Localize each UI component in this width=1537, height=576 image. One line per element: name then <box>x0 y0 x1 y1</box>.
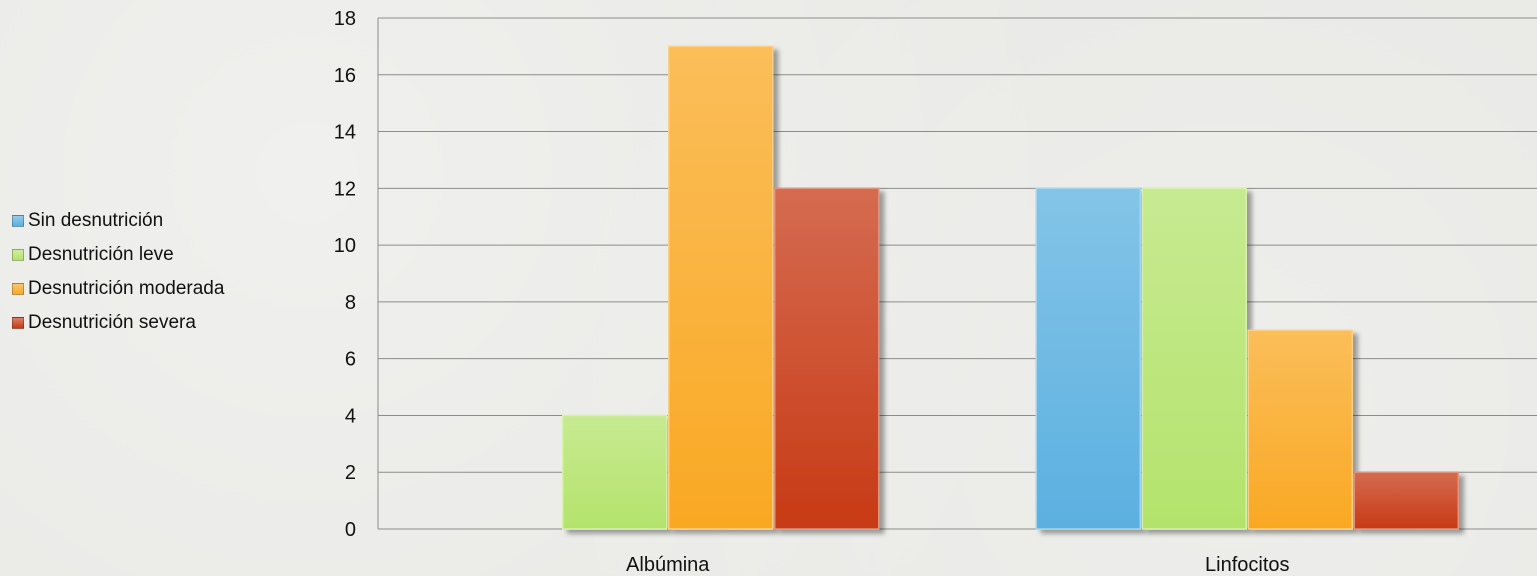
y-tick-label: 14 <box>334 122 356 144</box>
y-tick-label: 10 <box>334 235 356 257</box>
legend-item: Desnutrición severa <box>12 310 312 336</box>
y-tick-label: 18 <box>334 8 356 30</box>
x-tick-label: Albúmina <box>626 554 710 576</box>
y-tick-label: 6 <box>345 349 356 371</box>
bar <box>1141 187 1247 530</box>
x-tick-label: Linfocitos <box>1205 554 1290 576</box>
legend: Sin desnutrición Desnutrición leve Desnutr… <box>12 208 312 344</box>
bar <box>1353 471 1459 530</box>
legend-swatch <box>12 249 24 261</box>
axes: 0 2 4 6 8 10 12 14 16 18 Albúmina Linfocitos <box>334 8 1290 576</box>
legend-item: Sin desnutrición <box>12 208 312 234</box>
bar <box>1035 187 1141 530</box>
legend-label: Sin desnutrición <box>28 210 164 231</box>
legend-swatch <box>12 215 24 227</box>
y-tick-label: 8 <box>345 292 356 314</box>
bars <box>562 45 1459 530</box>
y-tick-label: 12 <box>334 178 356 200</box>
legend-swatch <box>12 283 24 295</box>
legend-item: Desnutrición leve <box>12 242 312 268</box>
y-tick-label: 0 <box>345 519 356 541</box>
legend-swatch <box>12 317 24 329</box>
bar <box>774 187 880 530</box>
bar <box>1247 329 1353 530</box>
bar <box>668 45 774 530</box>
legend-item: Desnutrición moderada <box>12 276 312 302</box>
y-tick-label: 2 <box>345 462 356 484</box>
y-tick-label: 4 <box>345 405 356 427</box>
legend-label: Desnutrición leve <box>28 244 174 265</box>
y-tick-label: 16 <box>334 65 356 87</box>
bar <box>562 414 668 530</box>
gridlines <box>378 17 1537 530</box>
legend-label: Desnutrición moderada <box>28 278 225 299</box>
legend-label: Desnutrición severa <box>28 312 196 333</box>
